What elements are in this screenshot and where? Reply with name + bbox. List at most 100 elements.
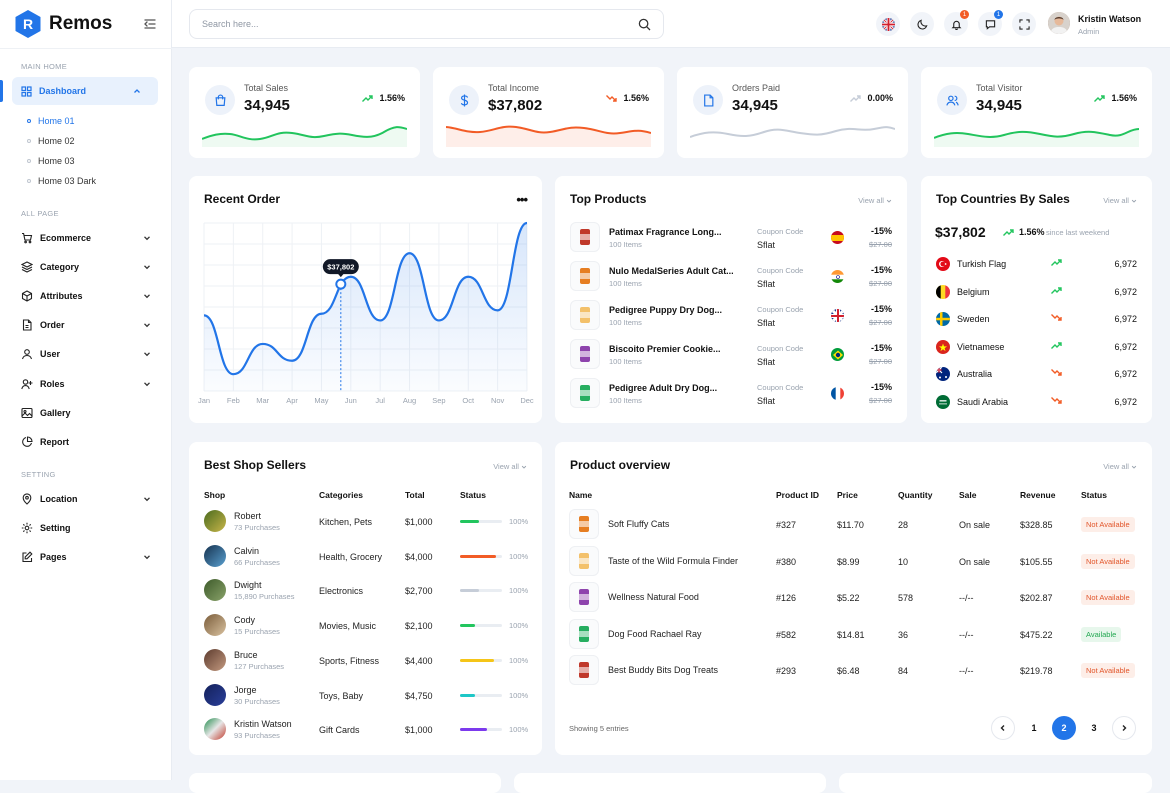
sidebar-item-user[interactable]: User bbox=[21, 348, 151, 360]
seller-name[interactable]: Robert bbox=[234, 511, 262, 521]
search-icon[interactable] bbox=[638, 18, 651, 31]
product-thumbnail bbox=[569, 618, 599, 649]
sidebar-item-order[interactable]: Order bbox=[21, 319, 151, 331]
coupon-label: Coupon Code bbox=[757, 227, 804, 236]
sidebar-item-location[interactable]: Location bbox=[21, 493, 151, 505]
flag-uk-icon bbox=[831, 309, 844, 322]
seller-total: $2,700 bbox=[405, 586, 433, 597]
country-row[interactable]: Australia 6,972 bbox=[936, 364, 1137, 384]
highlight-point[interactable] bbox=[335, 278, 347, 290]
country-row[interactable]: Vietnamese 6,972 bbox=[936, 337, 1137, 357]
view-all-link[interactable]: View all bbox=[493, 462, 527, 471]
sidebar-item-ecommerce[interactable]: Ecommerce bbox=[21, 232, 151, 244]
top-countries-card: Top Countries By Sales View all $37,802 … bbox=[921, 176, 1152, 423]
sidebar-item-category[interactable]: Category bbox=[21, 261, 151, 273]
product-revenue: $328.85 bbox=[1020, 520, 1053, 530]
fullscreen-button[interactable] bbox=[1012, 12, 1036, 36]
product-row[interactable]: Patimax Fragrance Long... 100 Items Coupon… bbox=[570, 222, 892, 254]
country-row[interactable]: Saudi Arabia 6,972 bbox=[936, 392, 1137, 412]
seller-name[interactable]: Jorge bbox=[234, 684, 257, 695]
country-name: Vietnamese bbox=[957, 341, 1005, 352]
product-name[interactable]: Wellness Natural Food bbox=[608, 592, 699, 603]
product-sale: On sale bbox=[959, 520, 991, 530]
country-name: Australia bbox=[957, 369, 993, 380]
page-1-button[interactable]: 1 bbox=[1031, 723, 1037, 733]
avatar[interactable] bbox=[1048, 12, 1070, 34]
sidebar-item-attributes[interactable]: Attributes bbox=[21, 290, 151, 302]
next-page-button[interactable] bbox=[1112, 716, 1136, 740]
product-name[interactable]: Dog Food Rachael Ray bbox=[608, 628, 702, 639]
top-bar: Search here... 1 1 Kristin Watson Admin bbox=[172, 0, 1170, 48]
seller-total: $4,000 bbox=[405, 551, 433, 562]
seller-name[interactable]: Dwight bbox=[234, 580, 262, 591]
section-setting: SETTING bbox=[21, 470, 56, 479]
prev-page-button[interactable] bbox=[991, 716, 1015, 740]
view-all-link[interactable]: View all bbox=[858, 196, 892, 205]
sidebar-subitem-home-03-dark[interactable]: Home 03 Dark bbox=[27, 176, 96, 186]
flag-vn-icon bbox=[936, 339, 950, 354]
product-qty: 578 bbox=[898, 593, 914, 604]
flag-in-icon bbox=[831, 270, 844, 283]
progress-fill bbox=[460, 728, 488, 732]
trend-up-icon bbox=[1094, 94, 1106, 102]
trend-up-icon bbox=[1051, 258, 1062, 269]
x-tick-label: Mar bbox=[256, 396, 269, 405]
page-2-button[interactable]: 2 bbox=[1052, 716, 1076, 740]
product-price: $6.48 bbox=[837, 666, 860, 677]
view-all-link[interactable]: View all bbox=[1103, 462, 1137, 471]
notifications-button[interactable]: 1 bbox=[944, 10, 969, 36]
product-row[interactable]: Nulo MedalSeries Adult Cat... 100 Items Co… bbox=[570, 261, 892, 293]
seller-name[interactable]: Calvin bbox=[234, 545, 260, 556]
column-header: Categories bbox=[319, 490, 363, 500]
active-indicator bbox=[0, 80, 3, 102]
sidebar-item-dashboard[interactable]: Dashboard bbox=[12, 77, 158, 105]
seller-name[interactable]: Cody bbox=[234, 615, 256, 626]
collapse-menu-icon[interactable] bbox=[143, 17, 157, 31]
dark-mode-toggle[interactable] bbox=[910, 12, 934, 36]
product-name[interactable]: Taste of the Wild Formula Finder bbox=[608, 555, 739, 566]
logo[interactable]: R Remos bbox=[14, 9, 112, 39]
product-thumbnail bbox=[570, 378, 600, 408]
sidebar-subitem-home-02[interactable]: Home 02 bbox=[27, 136, 75, 146]
coupon-label: Coupon Code bbox=[757, 383, 804, 392]
sidebar-subitem-home-03[interactable]: Home 03 bbox=[27, 156, 75, 166]
seller-name[interactable]: Kristin Watson bbox=[234, 719, 292, 730]
search-input[interactable]: Search here... bbox=[189, 9, 664, 39]
more-menu-icon[interactable]: ••• bbox=[516, 192, 528, 207]
sidebar-item-pages[interactable]: Pages bbox=[21, 551, 151, 563]
x-tick-label: Oct bbox=[462, 396, 475, 405]
card-title: Best Shop Sellers bbox=[204, 458, 307, 472]
sidebar-item-gallery[interactable]: Gallery bbox=[21, 407, 151, 419]
recent-order-card: Recent Order ••• Jan Feb Mar Apr May Jun Jul Au… bbox=[189, 176, 542, 423]
sidebar-item-roles[interactable]: Roles bbox=[21, 378, 151, 390]
country-value: 6,972 bbox=[1114, 369, 1137, 380]
country-row[interactable]: Sweden 6,972 bbox=[936, 309, 1137, 329]
seller-total: $1,000 bbox=[405, 725, 433, 736]
messages-button[interactable]: 1 bbox=[978, 10, 1003, 36]
seller-purchases: 127 Purchases bbox=[234, 661, 285, 671]
flag-sa-icon bbox=[936, 395, 950, 409]
page-3-button[interactable]: 3 bbox=[1091, 723, 1097, 733]
old-price: $27.00 bbox=[869, 318, 892, 327]
seller-name[interactable]: Bruce bbox=[234, 649, 258, 660]
sidebar-subitem-home-01[interactable]: Home 01 bbox=[27, 116, 75, 126]
product-row[interactable]: Pedigree Puppy Dry Dog... 100 Items Coupon… bbox=[570, 300, 892, 332]
chevron-down-icon bbox=[1131, 199, 1137, 203]
chevron-down-icon bbox=[144, 352, 150, 357]
coupon-code: Sflat bbox=[757, 279, 776, 289]
coupon-code: Sflat bbox=[757, 357, 776, 367]
user-name[interactable]: Kristin Watson bbox=[1078, 14, 1142, 24]
product-row[interactable]: Biscoito Premier Cookie... 100 Items Coupo… bbox=[570, 339, 892, 371]
sidebar-item-report[interactable]: Report bbox=[21, 436, 151, 448]
card-title: Product overview bbox=[570, 458, 671, 472]
country-row[interactable]: Turkish Flag 6,972 bbox=[936, 254, 1137, 274]
product-name[interactable]: Soft Fluffy Cats bbox=[608, 519, 670, 529]
product-thumbnail bbox=[569, 509, 599, 539]
sidebar-item-setting[interactable]: Setting bbox=[21, 522, 151, 534]
product-row[interactable]: Pedigree Adult Dry Dog... 100 Items Coupon… bbox=[570, 378, 892, 410]
view-all-link[interactable]: View all bbox=[1103, 196, 1137, 205]
language-button[interactable] bbox=[876, 12, 900, 36]
country-row[interactable]: Belgium 6,972 bbox=[936, 282, 1137, 302]
status-badge: Available bbox=[1081, 626, 1122, 642]
product-name[interactable]: Best Buddy Bits Dog Treats bbox=[608, 665, 719, 676]
